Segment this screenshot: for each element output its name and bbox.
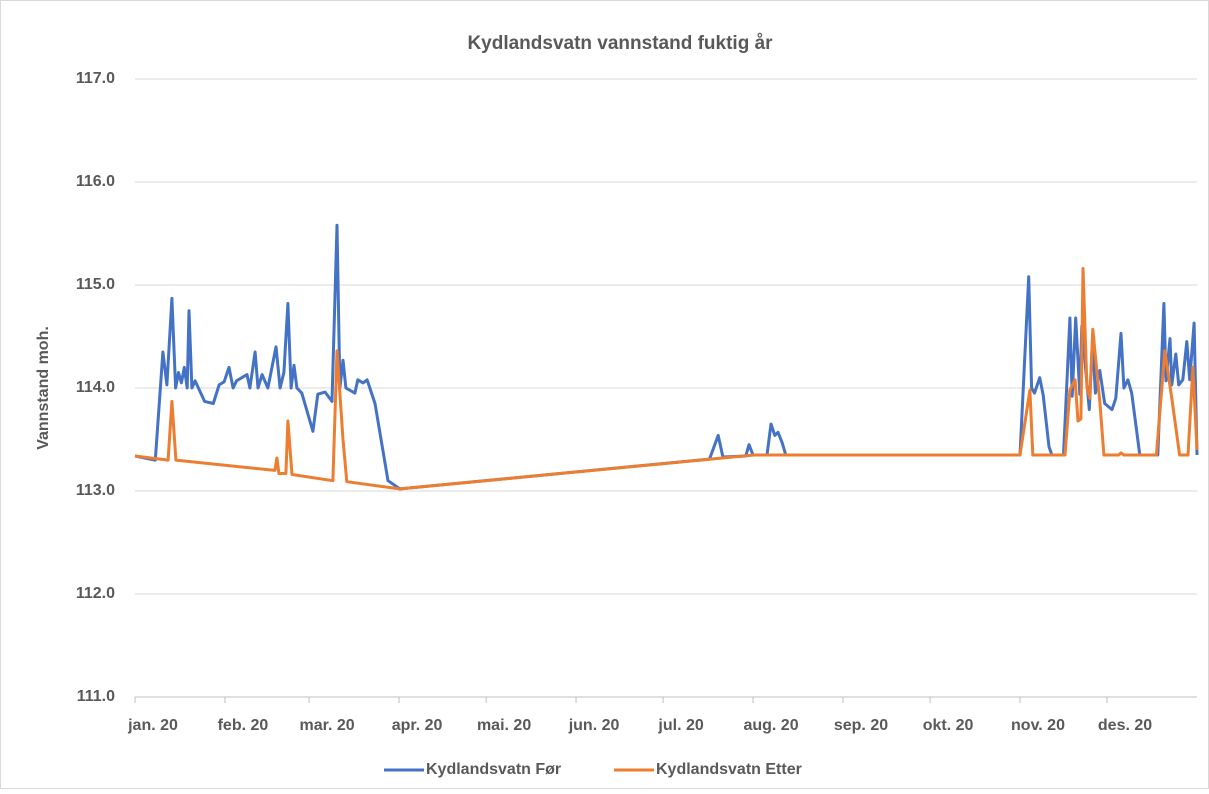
y-tick-label: 114.0 [76, 379, 115, 396]
y-tick-label: 115.0 [76, 276, 115, 293]
chart-title: Kydlandsvatn vannstand fuktig år [467, 33, 773, 54]
y-axis-label: Vannstand moh. [35, 326, 52, 450]
x-tick-label: mai. 20 [477, 717, 531, 734]
x-tick-label: sep. 20 [834, 717, 888, 734]
x-tick-label: jul. 20 [657, 717, 703, 734]
y-tick-label: 117.0 [76, 70, 115, 87]
legend-label: Kydlandsvatn Etter [656, 761, 802, 778]
x-tick-label: feb. 20 [218, 717, 269, 734]
line [134, 267, 1199, 491]
x-tick-label: apr. 20 [392, 717, 443, 734]
x-tick-label: aug. 20 [743, 717, 798, 734]
y-tick-label: 111.0 [77, 688, 115, 705]
x-tick-label: des. 20 [1098, 717, 1152, 734]
legend-label: Kydlandsvatn Før [426, 761, 561, 778]
y-tick-label: 116.0 [76, 173, 115, 190]
y-tick-label: 113.0 [76, 482, 115, 499]
x-tick-label: okt. 20 [923, 717, 974, 734]
x-tick-label: nov. 20 [1011, 717, 1065, 734]
x-tick-label: jan. 20 [127, 717, 178, 734]
y-tick-label: 112.0 [76, 585, 115, 602]
x-tick-label: jun. 20 [568, 717, 620, 734]
x-tick-label: mar. 20 [300, 717, 355, 734]
